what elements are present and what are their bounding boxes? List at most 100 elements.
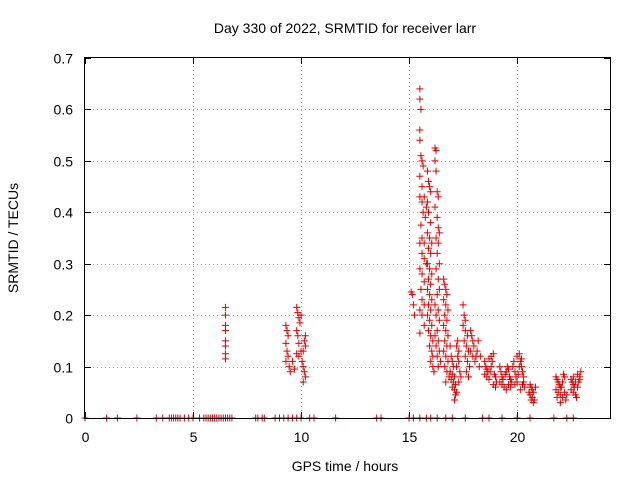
data-point — [489, 350, 497, 358]
data-point — [283, 347, 291, 355]
data-point — [417, 221, 425, 229]
data-point — [293, 303, 301, 311]
data-point — [553, 393, 561, 401]
data-point — [428, 239, 436, 247]
x-tick-labels: 0 5 10 15 20 — [82, 429, 526, 445]
x-tick-label: 20 — [510, 429, 526, 445]
data-point — [436, 357, 444, 365]
data-point — [416, 265, 424, 273]
data-point — [428, 347, 436, 355]
data-point — [426, 183, 434, 191]
data-point — [418, 249, 426, 257]
data-point — [440, 321, 448, 329]
data-point — [286, 368, 294, 376]
data-point — [426, 234, 434, 242]
x-tick-label: 15 — [402, 429, 418, 445]
data-point — [507, 383, 515, 391]
data-point — [442, 285, 450, 293]
data-point — [456, 368, 464, 376]
data-point — [441, 337, 449, 345]
data-point — [481, 357, 489, 365]
data-point — [428, 270, 436, 278]
data-point — [432, 147, 440, 155]
y-tick-label: 0.6 — [54, 102, 74, 118]
data-point — [299, 378, 307, 386]
data-point — [455, 347, 463, 355]
data-point — [416, 136, 424, 144]
data-point — [504, 365, 512, 373]
data-point — [301, 373, 309, 381]
data-point — [510, 357, 518, 365]
data-point — [421, 213, 429, 221]
data-point — [428, 321, 436, 329]
data-point — [473, 347, 481, 355]
data-point — [433, 213, 441, 221]
data-point — [284, 332, 292, 340]
data-point — [459, 301, 467, 309]
data-point — [434, 337, 442, 345]
data-point — [519, 381, 526, 389]
data-point — [576, 375, 584, 383]
data-point — [440, 275, 448, 283]
data-point — [441, 280, 449, 288]
data-point — [446, 342, 454, 350]
data-point — [571, 378, 579, 386]
data-point — [431, 332, 439, 340]
y-tick-labels: 0 0.1 0.2 0.3 0.4 0.5 0.6 0.7 — [54, 51, 74, 427]
data-point — [569, 373, 577, 381]
data-point — [425, 301, 433, 309]
y-axis-label: SRMTID / TECUs — [5, 183, 21, 293]
data-point — [297, 311, 305, 319]
data-point — [423, 311, 431, 319]
data-point — [470, 342, 478, 350]
data-point — [423, 167, 431, 175]
data-point — [434, 363, 442, 371]
data-point — [468, 332, 476, 340]
data-point — [433, 291, 441, 299]
data-point — [427, 280, 435, 288]
x-tick-label: 0 — [82, 429, 90, 445]
data-point — [563, 391, 571, 399]
data-point — [425, 275, 433, 283]
data-point — [516, 386, 524, 394]
data-point — [433, 249, 441, 257]
data-point — [426, 291, 434, 299]
data-point — [221, 355, 229, 363]
data-point — [463, 357, 471, 365]
data-point — [417, 152, 425, 160]
x-tick-label: 10 — [294, 429, 310, 445]
data-point — [416, 329, 424, 337]
data-point — [433, 352, 441, 360]
data-point — [294, 332, 302, 340]
data-point — [491, 383, 499, 391]
data-point — [422, 203, 430, 211]
data-point — [443, 291, 451, 299]
data-point — [556, 399, 564, 407]
axis-ticks — [85, 58, 610, 419]
data-point — [431, 301, 439, 309]
data-point — [221, 303, 229, 311]
data-point — [442, 327, 450, 335]
data-point — [431, 157, 439, 165]
data-point — [435, 316, 443, 324]
data-point — [448, 357, 456, 365]
data-point — [474, 337, 482, 345]
data-point — [432, 167, 440, 175]
data-point — [514, 370, 522, 378]
data-point — [466, 363, 474, 371]
y-tick-label: 0 — [65, 411, 73, 427]
data-point — [443, 316, 451, 324]
data-point — [299, 347, 307, 355]
data-point — [440, 296, 448, 304]
data-point — [425, 327, 433, 335]
data-point — [447, 352, 455, 360]
chart-title: Day 330 of 2022, SRMTID for receiver lar… — [214, 20, 477, 36]
data-point — [291, 365, 299, 373]
data-point — [416, 126, 424, 134]
x-tick-label: 5 — [190, 429, 198, 445]
data-point — [496, 363, 504, 371]
data-point — [295, 352, 303, 360]
data-point — [425, 177, 433, 185]
data-points — [81, 85, 585, 422]
data-point — [419, 162, 427, 170]
